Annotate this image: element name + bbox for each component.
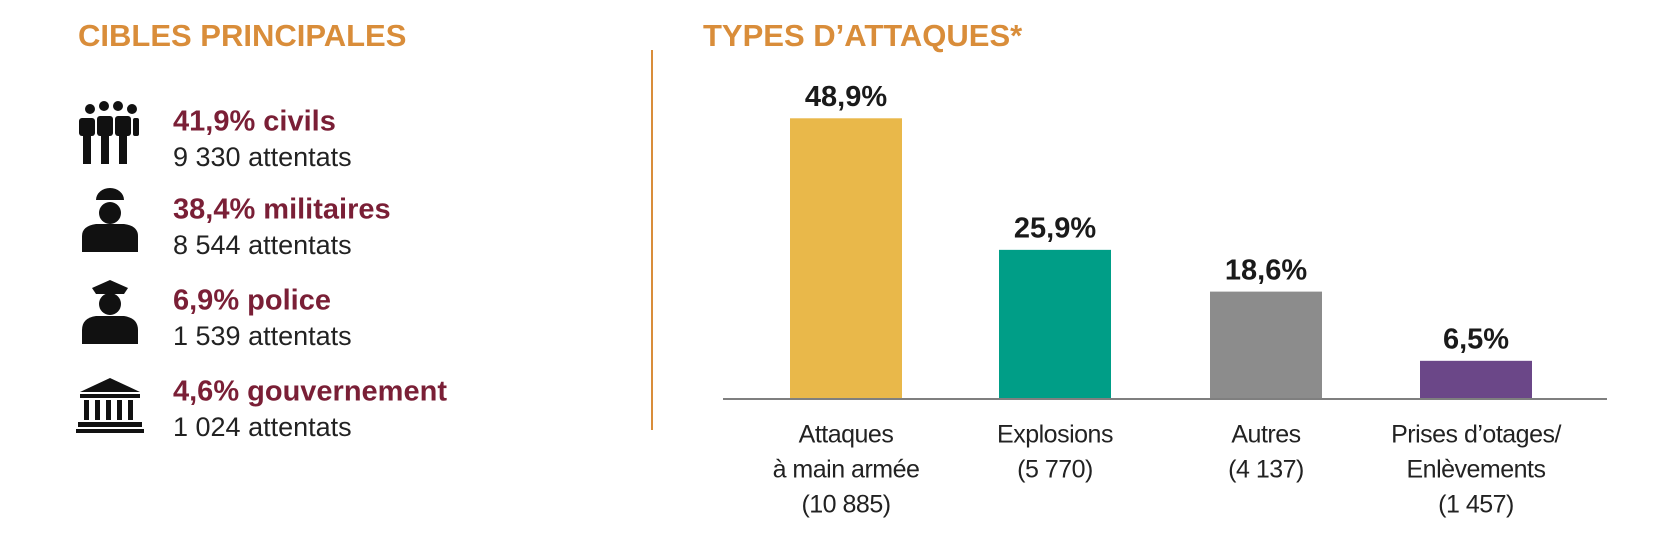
target-headline: 38,4% militaires (173, 194, 391, 226)
target-count: 9 330 attentats (173, 142, 352, 172)
value-label: 18,6% (1225, 254, 1307, 286)
chart-title: TYPES D’ATTAQUES* (703, 18, 1023, 53)
category-label: (5 770) (1017, 456, 1093, 484)
target-count: 1 024 attentats (173, 412, 352, 442)
panel-title: CIBLES PRINCIPALES (78, 18, 406, 53)
category-label: (1 457) (1438, 491, 1514, 519)
target-headline: 6,9% police (173, 285, 331, 317)
category-label: (10 885) (801, 491, 890, 519)
icons (76, 101, 144, 433)
category-label: Attaques (799, 421, 894, 449)
category-label: Prises d’otages/ (1391, 421, 1561, 449)
civil-icon (79, 101, 139, 164)
target-headline: 41,9% civils (173, 106, 336, 138)
category-label: (4 137) (1228, 456, 1304, 484)
bar (999, 249, 1111, 398)
value-label: 6,5% (1443, 323, 1509, 355)
category-label: Enlèvements (1406, 456, 1545, 484)
police-icon (82, 280, 138, 344)
bar (790, 118, 902, 399)
military-icon (82, 188, 138, 252)
category-label: Explosions (997, 421, 1113, 449)
target-count: 1 539 attentats (173, 321, 352, 351)
category-label: Autres (1231, 421, 1300, 449)
value-label: 25,9% (1014, 213, 1096, 245)
government-icon (76, 378, 144, 433)
bar (1420, 360, 1532, 398)
category-label: à main armée (773, 456, 920, 484)
target-headline: 4,6% gouvernement (173, 376, 447, 408)
target-count: 8 544 attentats (173, 230, 352, 260)
value-label: 48,9% (805, 81, 887, 113)
bar (1210, 291, 1322, 398)
